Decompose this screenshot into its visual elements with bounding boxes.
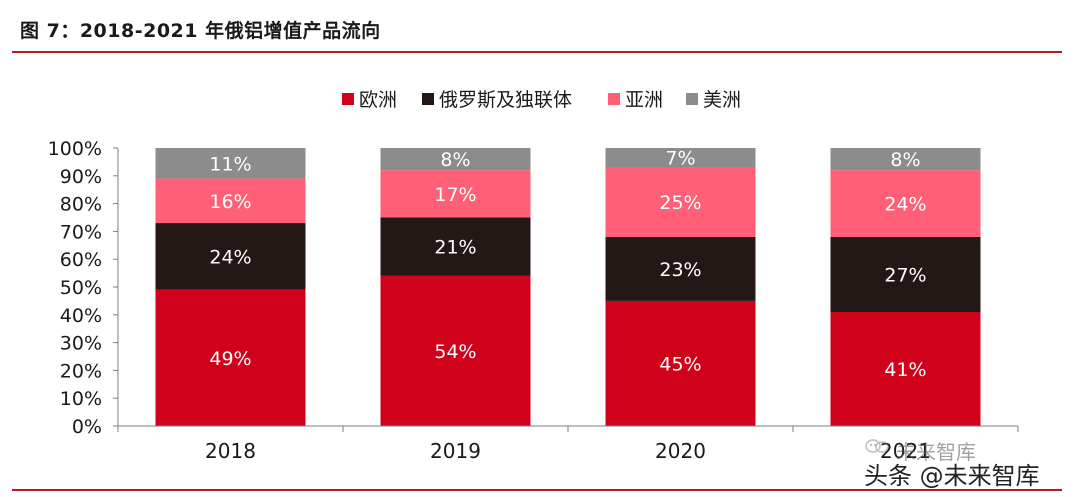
y-tick-label: 30% xyxy=(60,333,102,355)
data-label: 25% xyxy=(659,192,701,214)
legend-label: 俄罗斯及独联体 xyxy=(439,89,572,111)
bar-segment-2021-0 xyxy=(830,312,981,426)
data-label: 45% xyxy=(659,353,701,375)
data-label: 23% xyxy=(659,259,701,281)
data-label: 11% xyxy=(209,153,251,175)
bar-segment-2019-2 xyxy=(380,170,531,218)
y-tick-label: 70% xyxy=(60,221,102,243)
data-label: 49% xyxy=(209,348,251,370)
bar-segment-2019-1 xyxy=(380,217,531,276)
data-label: 27% xyxy=(884,264,926,286)
y-tick-label: 50% xyxy=(60,277,102,299)
y-tick-label: 0% xyxy=(72,416,102,438)
data-label: 41% xyxy=(884,359,926,381)
chart-legend: 欧洲 俄罗斯及独联体 亚洲 美洲 xyxy=(342,89,741,111)
data-label: 8% xyxy=(890,149,920,171)
y-tick-label: 100% xyxy=(48,138,102,160)
watermark-logo-icon xyxy=(865,439,889,453)
bar-segment-2021-3 xyxy=(830,148,981,171)
data-label: 16% xyxy=(209,191,251,213)
legend-label: 美洲 xyxy=(703,89,741,111)
data-label: 21% xyxy=(434,237,476,259)
data-label: 17% xyxy=(434,184,476,206)
y-axis: 0% 10% 20% 30% 40% 50% 60% 70% 80% 90% 100% xyxy=(48,138,119,438)
title-divider xyxy=(12,51,1062,53)
y-tick-label: 20% xyxy=(60,360,102,382)
footer-divider xyxy=(12,489,1062,491)
watermark-brand: 未来智库 xyxy=(896,440,976,464)
bar-segment-2020-1 xyxy=(605,236,756,301)
watermark-handle: 头条 @未来智库 xyxy=(864,462,1040,490)
bar-segment-2018-3 xyxy=(155,148,306,179)
y-tick-label: 80% xyxy=(60,194,102,216)
bar-segment-2020-2 xyxy=(605,167,756,237)
bar-series: 49% 24% 16% 11% 54% 21% 17% 8% 45% 23% 25% 7% 41% 27%… xyxy=(155,148,981,426)
chart-title: 图 7：2018-2021 年俄铝增值产品流向 xyxy=(20,20,381,42)
watermark: 未来智库 头条 @未来智库 xyxy=(858,436,1068,490)
y-tick-label: 40% xyxy=(60,305,102,327)
bar-segment-2020-0 xyxy=(605,300,756,426)
bar-segment-2019-3 xyxy=(380,148,531,171)
legend-label: 亚洲 xyxy=(625,89,663,111)
y-tick-label: 60% xyxy=(60,249,102,271)
bar-segment-2018-2 xyxy=(155,178,306,224)
y-tick-label: 10% xyxy=(60,388,102,410)
bar-segment-2021-1 xyxy=(830,236,981,313)
x-tick-label: 2019 xyxy=(430,439,481,463)
bar-segment-2018-1 xyxy=(155,223,306,290)
bar-segment-2019-0 xyxy=(380,275,531,426)
bar-segment-2021-2 xyxy=(830,170,981,237)
bar-segment-2018-0 xyxy=(155,289,306,426)
data-label: 7% xyxy=(665,148,695,170)
legend-swatch xyxy=(422,93,434,105)
y-tick-label: 90% xyxy=(60,166,102,188)
x-axis: 2018 2019 2020 2021 xyxy=(117,425,1019,463)
x-tick-label: 2020 xyxy=(655,439,706,463)
data-label: 8% xyxy=(440,149,470,171)
data-label: 24% xyxy=(884,194,926,216)
legend-swatch xyxy=(342,93,354,105)
x-tick-label: 2021 xyxy=(880,439,931,463)
legend-swatch xyxy=(608,93,620,105)
x-tick-label: 2018 xyxy=(205,439,256,463)
legend-swatch xyxy=(686,93,698,105)
data-label: 24% xyxy=(209,246,251,268)
data-label: 54% xyxy=(434,341,476,363)
legend-label: 欧洲 xyxy=(359,89,397,111)
bar-segment-2020-3 xyxy=(605,148,756,168)
